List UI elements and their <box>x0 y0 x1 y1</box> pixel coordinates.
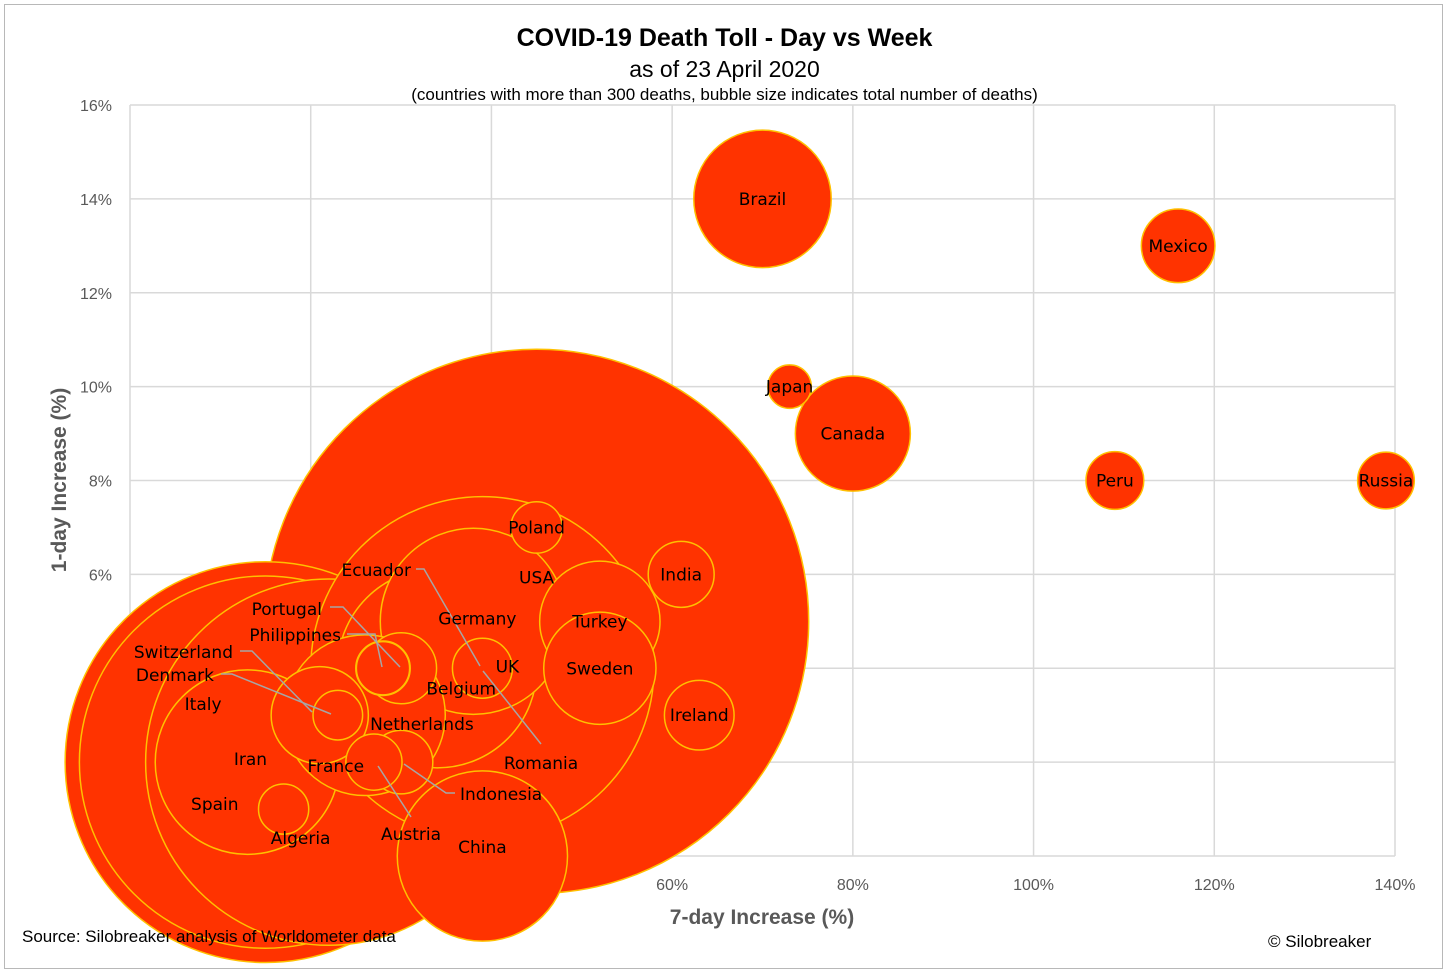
leader-line-denmark <box>221 673 332 715</box>
bubble-label-germany: Germany <box>438 609 516 629</box>
bubble-label-belgium: Belgium <box>426 679 496 699</box>
leader-line-philippines <box>347 633 383 668</box>
bubble-label-india: India <box>660 565 702 585</box>
x-tick-label: 80% <box>837 877 869 894</box>
bubble-label-france: France <box>308 757 365 777</box>
leader-line-austria <box>377 765 412 818</box>
y-tick-label: 10% <box>80 380 112 397</box>
bubble-label-austria: Austria <box>381 825 441 845</box>
bubble-japan <box>767 364 813 410</box>
bubble-label-sweden: Sweden <box>566 659 633 679</box>
bubble-label-portugal: Portugal <box>252 600 322 620</box>
chart-subtitle: as of 23 April 2020 <box>629 56 820 82</box>
y-tick-label: 14% <box>80 192 112 209</box>
bubble-label-japan: Japan <box>765 378 813 398</box>
bubble-algeria <box>257 783 310 835</box>
y-tick-label: 8% <box>89 474 112 491</box>
bubble-label-indonesia: Indonesia <box>460 785 542 805</box>
y-tick-label: 16% <box>80 98 112 115</box>
bubble-label-usa: USA <box>519 568 555 588</box>
x-axis-label: 7-day Increase (%) <box>670 906 854 929</box>
y-tick-label: 6% <box>89 567 112 584</box>
leader-line-switzerland <box>240 650 313 713</box>
bubble-ireland <box>663 679 735 751</box>
leader-lines <box>221 568 542 818</box>
bubble-mexico <box>1140 208 1216 284</box>
bubble-denmark <box>312 689 364 741</box>
bubble-label-ecuador: Ecuador <box>342 561 411 581</box>
bubble-label-switzerland: Switzerland <box>134 643 233 663</box>
bubble-india <box>647 540 715 609</box>
copyright-note: © Silobreaker <box>1268 932 1372 951</box>
bubble-romania <box>451 637 514 699</box>
bubble-canada <box>794 375 912 492</box>
bubble-poland <box>510 500 564 554</box>
bubble-label-netherlands: Netherlands <box>370 715 474 735</box>
leader-line-romania <box>482 670 542 745</box>
bubble-philippines <box>355 640 411 696</box>
bubbles <box>64 129 1416 964</box>
leader-line-portugal <box>330 606 401 668</box>
x-tick-label: 140% <box>1375 877 1416 894</box>
bubble-label-canada: Canada <box>821 425 886 445</box>
bubble-label-uk: UK <box>496 657 520 677</box>
bubble-china <box>396 770 569 942</box>
bubble-label-poland: Poland <box>508 518 565 538</box>
bubble-label-peru: Peru <box>1096 472 1134 492</box>
leader-line-indonesia <box>403 763 455 794</box>
x-tick-label: 60% <box>656 877 688 894</box>
x-tick-label: 120% <box>1194 877 1235 894</box>
bubble-label-russia: Russia <box>1359 472 1414 492</box>
bubble-label-algeria: Algeria <box>271 829 331 849</box>
bubble-brazil <box>693 129 832 269</box>
chart-note: (countries with more than 300 deaths, bu… <box>411 85 1038 104</box>
bubble-label-iran: Iran <box>234 750 267 770</box>
bubble-label-ireland: Ireland <box>670 706 729 726</box>
bubble-label-mexico: Mexico <box>1148 237 1207 257</box>
bubble-peru <box>1085 450 1145 511</box>
bubble-label-spain: Spain <box>191 795 239 815</box>
source-note: Source: Silobreaker analysis of Worldome… <box>22 927 396 946</box>
bubble-russia <box>1356 451 1416 510</box>
x-tick-label: 100% <box>1013 877 1054 894</box>
bubble-austria <box>345 733 403 791</box>
bubble-sweden <box>542 611 657 726</box>
chart-frame <box>4 4 1443 969</box>
leader-line-ecuador <box>416 568 481 667</box>
bubble-label-brazil: Brazil <box>739 190 786 210</box>
chart-title: COVID-19 Death Toll - Day vs Week <box>516 24 933 52</box>
bubble-label-china: China <box>458 838 507 858</box>
y-axis-label: 1-day Increase (%) <box>48 388 71 572</box>
bubble-label-romania: Romania <box>504 754 578 774</box>
bubble-label-italy: Italy <box>185 695 222 715</box>
bubble-label-turkey: Turkey <box>571 612 627 632</box>
bubble-label-denmark: Denmark <box>136 666 214 686</box>
y-tick-label: 12% <box>80 286 112 303</box>
bubble-label-philippines: Philippines <box>249 626 341 646</box>
